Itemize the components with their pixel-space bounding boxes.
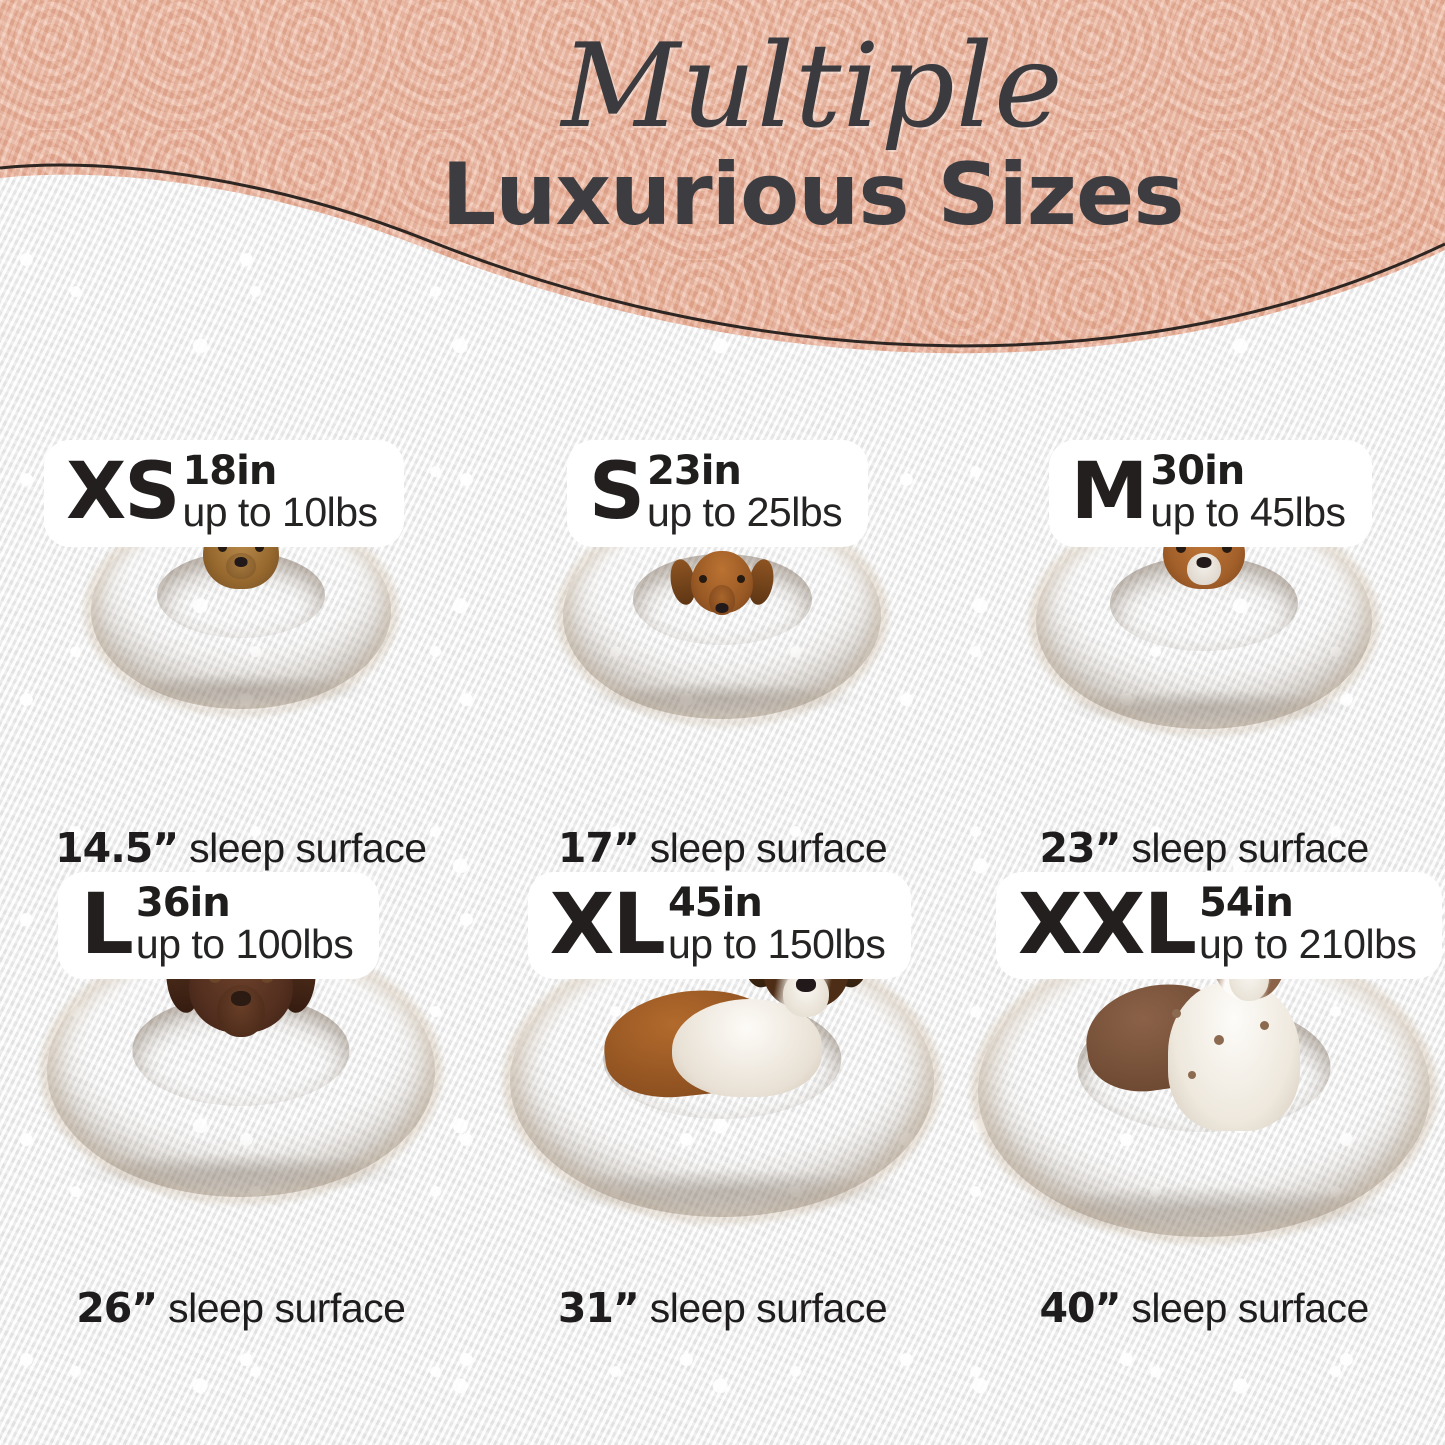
dog-eye-right bbox=[254, 543, 264, 552]
dog-bed-xxl bbox=[971, 903, 1438, 1244]
sleep-surface-label: sleep surface bbox=[638, 1285, 888, 1331]
dog-nose bbox=[796, 977, 817, 992]
size-card-xxl: XXL 54in up to 210lbs bbox=[963, 872, 1445, 1332]
size-weight-label: up to 100lbs bbox=[135, 921, 354, 967]
dog-spot bbox=[1260, 1021, 1270, 1030]
size-weight-label: up to 10lbs bbox=[182, 489, 378, 535]
sleep-surface-label: sleep surface bbox=[638, 825, 888, 871]
size-meta: 45in up to 150lbs bbox=[667, 880, 886, 967]
size-badge-l: L 36in up to 100lbs bbox=[58, 872, 380, 979]
dog-nose bbox=[230, 991, 251, 1006]
size-weight-label: up to 150lbs bbox=[667, 921, 886, 967]
sleep-surface-label: sleep surface bbox=[178, 825, 427, 871]
header-titles: Multiple Luxurious Sizes bbox=[0, 19, 1445, 246]
size-badge-xs: XS 18in up to 10lbs bbox=[44, 440, 404, 547]
size-diameter-label: 18in bbox=[182, 448, 277, 494]
size-code-label: M bbox=[1070, 446, 1149, 537]
bed-stage bbox=[482, 506, 964, 820]
sleep-surface-caption: 14.5” sleep surface bbox=[55, 824, 427, 872]
dog-saint-bernard bbox=[598, 919, 898, 1119]
size-code-label: L bbox=[80, 875, 134, 974]
bed-stage bbox=[963, 484, 1445, 820]
size-weight-label: up to 210lbs bbox=[1198, 921, 1417, 967]
size-diameter-label: 45in bbox=[667, 880, 763, 926]
dog-eye-left bbox=[699, 575, 708, 583]
bed-stage bbox=[963, 903, 1445, 1280]
dog-nose bbox=[1196, 557, 1212, 568]
size-card-l: L 36in up to 100lbs bbox=[0, 872, 482, 1332]
dog-bed-xl bbox=[503, 927, 942, 1224]
sleep-surface-value: 31” bbox=[557, 1284, 640, 1332]
bed-stage bbox=[482, 927, 964, 1280]
dog-eye-left bbox=[217, 543, 227, 552]
size-card-xl: XL 45in up to 150lbs bbox=[482, 872, 964, 1332]
dog-chest bbox=[1168, 981, 1301, 1131]
size-diameter-label: 30in bbox=[1150, 448, 1245, 494]
dog-spot bbox=[1214, 1035, 1225, 1045]
sleep-surface-label: sleep surface bbox=[157, 1285, 406, 1331]
dog-bed-l bbox=[39, 937, 442, 1204]
block-title: Luxurious Sizes bbox=[441, 145, 1184, 246]
dog-eye-left bbox=[1176, 543, 1187, 553]
size-diameter-label: 36in bbox=[135, 880, 231, 926]
sleep-surface-value: 14.5” bbox=[55, 824, 179, 872]
size-weight-label: up to 25lbs bbox=[647, 489, 843, 535]
size-badge-m: M 30in up to 45lbs bbox=[1048, 440, 1372, 547]
size-card-s: S 23in up to 25lbs bbox=[482, 440, 964, 872]
size-badge-xxl: XXL 54in up to 210lbs bbox=[995, 872, 1443, 979]
bed-stage bbox=[0, 937, 482, 1280]
sleep-surface-caption: 26” sleep surface bbox=[76, 1284, 406, 1332]
sleep-surface-caption: 40” sleep surface bbox=[1039, 1284, 1370, 1332]
dog-eye-right bbox=[737, 575, 746, 583]
size-diameter-label: 54in bbox=[1198, 880, 1294, 926]
sleep-surface-value: 23” bbox=[1039, 824, 1122, 872]
sleep-surface-caption: 17” sleep surface bbox=[557, 824, 888, 872]
size-code-label: S bbox=[588, 446, 645, 537]
size-meta: 36in up to 100lbs bbox=[135, 880, 354, 967]
size-weight-label: up to 45lbs bbox=[1150, 489, 1346, 535]
sleep-surface-value: 40” bbox=[1039, 1284, 1122, 1332]
size-card-xs: XS 18in up to 10lbs bbox=[0, 440, 482, 872]
bed-stage bbox=[0, 498, 482, 820]
sleep-surface-label: sleep surface bbox=[1120, 825, 1369, 871]
dog-dachshund bbox=[667, 543, 778, 629]
size-meta: 23in up to 25lbs bbox=[647, 448, 843, 535]
sleep-surface-caption: 23” sleep surface bbox=[1039, 824, 1370, 872]
size-grid: XS 18in up to 10lbs bbox=[0, 440, 1445, 1445]
size-badge-xl: XL 45in up to 150lbs bbox=[527, 872, 912, 979]
size-meta: 18in up to 10lbs bbox=[182, 448, 378, 535]
size-code-label: XXL bbox=[1017, 875, 1197, 974]
size-diameter-label: 23in bbox=[647, 448, 742, 494]
sleep-surface-label: sleep surface bbox=[1120, 1285, 1369, 1331]
dog-eye-right bbox=[1222, 543, 1233, 553]
sleep-surface-caption: 31” sleep surface bbox=[557, 1284, 888, 1332]
dog-spot bbox=[1172, 1009, 1182, 1018]
size-card-m: M 30in up to 45lbs bbox=[963, 440, 1445, 872]
sleep-surface-value: 26” bbox=[76, 1284, 158, 1332]
size-meta: 30in up to 45lbs bbox=[1150, 448, 1346, 535]
size-code-label: XS bbox=[66, 446, 180, 537]
size-code-label: XL bbox=[549, 875, 666, 974]
size-badge-s: S 23in up to 25lbs bbox=[566, 440, 869, 547]
dog-spot bbox=[1188, 1071, 1197, 1079]
size-meta: 54in up to 210lbs bbox=[1198, 880, 1417, 967]
sleep-surface-value: 17” bbox=[557, 824, 640, 872]
script-title: Multiple bbox=[561, 19, 1064, 154]
dog-nose bbox=[234, 557, 248, 567]
dog-nose bbox=[715, 603, 729, 613]
